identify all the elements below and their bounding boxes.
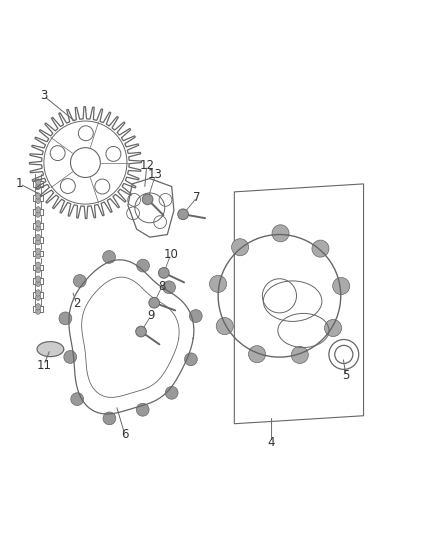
Ellipse shape	[136, 326, 146, 337]
Ellipse shape	[272, 225, 289, 242]
Ellipse shape	[209, 276, 226, 293]
Circle shape	[35, 183, 41, 190]
Bar	[33, 264, 43, 270]
Ellipse shape	[59, 312, 72, 325]
Ellipse shape	[325, 319, 342, 336]
Circle shape	[35, 211, 41, 217]
Text: 7: 7	[193, 191, 201, 204]
Circle shape	[35, 276, 41, 282]
Text: 6: 6	[121, 428, 129, 441]
Ellipse shape	[64, 351, 77, 364]
Ellipse shape	[142, 194, 153, 205]
Ellipse shape	[136, 403, 149, 416]
Circle shape	[35, 248, 41, 255]
Circle shape	[35, 225, 41, 231]
Ellipse shape	[162, 281, 176, 294]
Circle shape	[35, 294, 41, 301]
Bar	[33, 223, 43, 229]
Bar	[33, 292, 43, 298]
Circle shape	[35, 197, 41, 204]
Text: 2: 2	[73, 297, 81, 310]
Circle shape	[35, 290, 41, 296]
Ellipse shape	[312, 240, 329, 257]
Text: 8: 8	[159, 280, 166, 293]
Circle shape	[35, 266, 41, 273]
Circle shape	[35, 308, 41, 314]
Ellipse shape	[184, 353, 197, 366]
Text: 13: 13	[148, 168, 163, 181]
Ellipse shape	[149, 297, 159, 308]
Circle shape	[35, 235, 41, 241]
Circle shape	[35, 280, 41, 287]
Ellipse shape	[74, 274, 86, 287]
Ellipse shape	[232, 239, 249, 256]
Ellipse shape	[291, 346, 308, 364]
Text: 9: 9	[147, 309, 155, 322]
Bar	[33, 209, 43, 215]
Ellipse shape	[71, 393, 84, 406]
Bar	[33, 181, 43, 187]
Text: 1: 1	[16, 177, 24, 190]
Bar	[33, 195, 43, 201]
Circle shape	[35, 253, 41, 259]
Ellipse shape	[102, 251, 116, 263]
Text: 5: 5	[343, 369, 350, 382]
Bar	[33, 306, 43, 312]
Text: 4: 4	[268, 436, 276, 449]
Ellipse shape	[137, 259, 149, 272]
Text: 10: 10	[163, 248, 178, 261]
Text: 11: 11	[36, 359, 51, 372]
Circle shape	[35, 193, 41, 199]
Ellipse shape	[216, 318, 233, 335]
Ellipse shape	[103, 412, 116, 425]
Circle shape	[35, 221, 41, 227]
Ellipse shape	[178, 209, 188, 220]
Text: 3: 3	[40, 90, 47, 102]
Circle shape	[35, 239, 41, 245]
Circle shape	[35, 262, 41, 269]
Circle shape	[35, 207, 41, 213]
Circle shape	[35, 304, 41, 310]
Bar	[33, 237, 43, 243]
Circle shape	[35, 179, 41, 185]
Polygon shape	[37, 342, 64, 357]
Ellipse shape	[159, 268, 169, 278]
Text: 12: 12	[139, 159, 154, 172]
Ellipse shape	[333, 278, 350, 295]
Bar	[33, 251, 43, 256]
Ellipse shape	[165, 386, 178, 399]
Bar	[33, 278, 43, 284]
Ellipse shape	[189, 310, 202, 322]
Ellipse shape	[248, 346, 265, 363]
